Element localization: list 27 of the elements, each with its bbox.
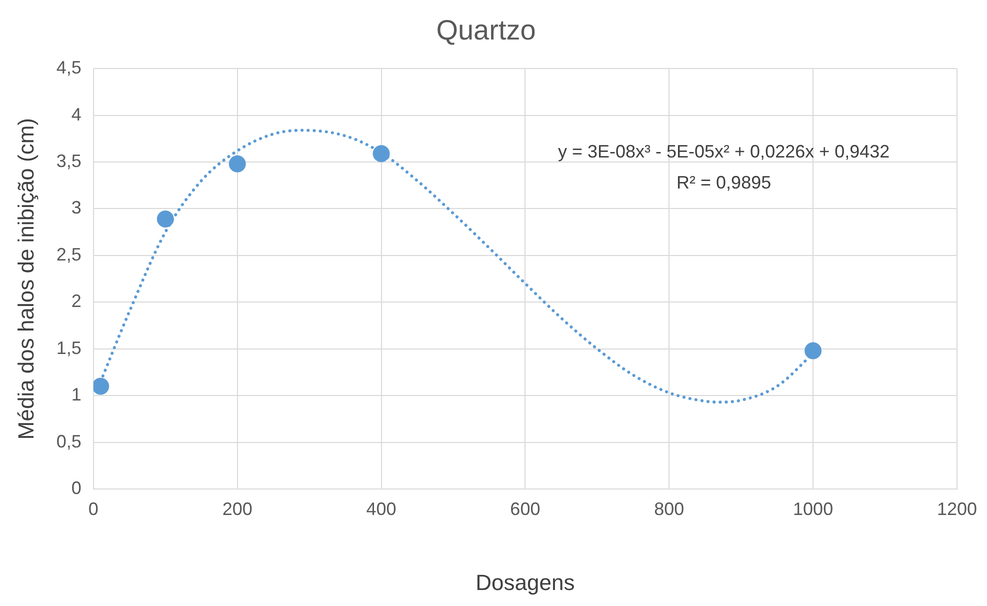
x-tick-label: 200 (222, 498, 252, 519)
y-tick-label: 1,5 (56, 338, 82, 358)
y-axis-title: Média dos halos de inibição (cm) (13, 118, 38, 440)
y-tick-label: 1 (71, 384, 82, 405)
x-axis-title: Dosagens (476, 570, 575, 595)
y-tick-label: 2,5 (56, 244, 82, 264)
point (156, 210, 174, 228)
point (228, 155, 246, 172)
y-tick-label: 0,5 (56, 431, 82, 452)
x-tick-label: 1200 (936, 498, 977, 519)
y-tick-label: 4,5 (56, 58, 82, 78)
chart-title: Quartzo (436, 14, 536, 46)
x-tick-label: 0 (88, 498, 98, 519)
point (372, 145, 390, 162)
x-tick-label: 800 (654, 498, 684, 519)
y-tick-label: 4 (71, 104, 82, 124)
x-tick-label: 400 (366, 498, 396, 519)
y-tick-label: 0 (71, 478, 82, 498)
y-tick-label: 3 (71, 198, 82, 218)
point (804, 342, 822, 360)
x-tick-label: 1000 (793, 498, 834, 519)
annotation: R² = 0,9895 (676, 172, 772, 193)
y-tick-label: 3,5 (56, 150, 82, 171)
y-tick-label: 2 (71, 291, 82, 312)
point (93, 378, 110, 395)
x-tick-label: 600 (510, 498, 540, 519)
annotation: y = 3E-08x³ - 5E-05x² + 0,0226x + 0,9432 (558, 142, 890, 162)
